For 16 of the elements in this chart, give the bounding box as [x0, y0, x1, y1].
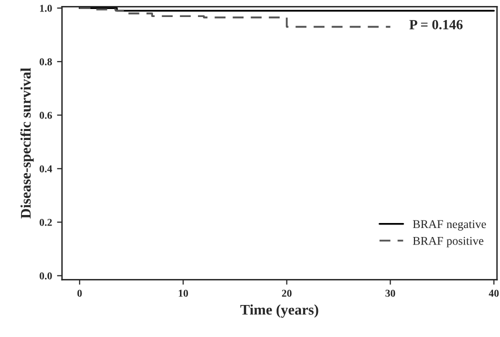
y-tick-label: 0.4 — [40, 165, 52, 172]
y-tick-label: 0.6 — [40, 112, 52, 119]
x-tick-label: 20 — [282, 290, 292, 297]
x-axis-title: Time (years) — [240, 304, 318, 318]
legend-label: BRAF negative — [412, 220, 486, 231]
legend-label: BRAF positive — [412, 236, 484, 248]
y-tick-label: 0.2 — [40, 218, 52, 226]
y-tick-label: 0.8 — [40, 58, 52, 66]
y-axis-title: Disease-specific survival — [20, 68, 34, 219]
x-tick-label: 30 — [386, 290, 396, 297]
annotation: P = 0.146 — [409, 20, 463, 30]
x-tick-label: 10 — [178, 290, 188, 297]
y-tick-label: 1.0 — [40, 4, 52, 12]
y-tick-label: 0.0 — [40, 272, 52, 280]
x-tick-label: 0 — [77, 290, 82, 297]
x-tick-label: 40 — [488, 290, 499, 297]
